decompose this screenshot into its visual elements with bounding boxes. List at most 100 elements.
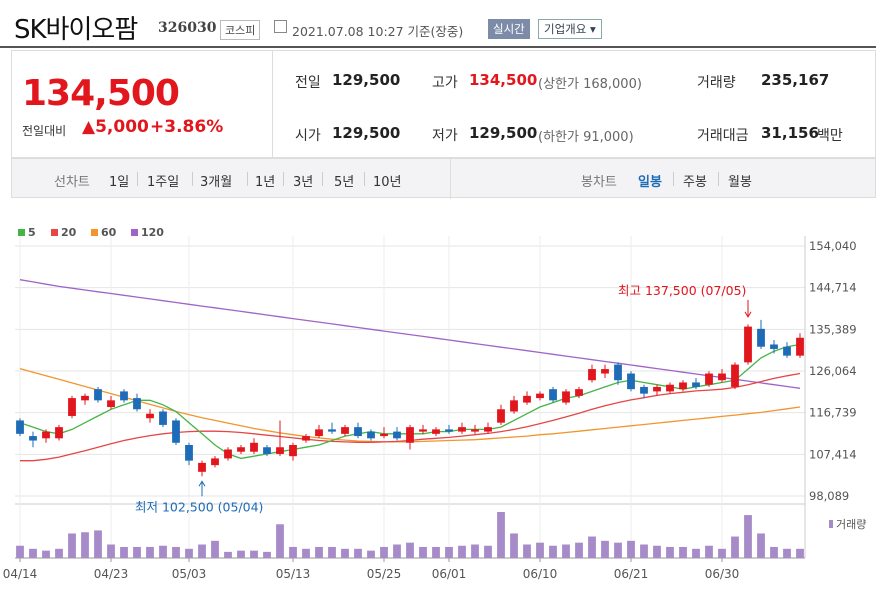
line-chart-label: 선차트 — [54, 175, 90, 190]
candle-body — [120, 391, 128, 401]
volume-bar — [185, 548, 193, 558]
volume-bar — [627, 540, 635, 558]
candle-body — [224, 449, 232, 459]
candle-body — [744, 326, 752, 363]
candle-body — [107, 400, 115, 408]
candle-body — [445, 429, 453, 432]
period-10y[interactable]: 10년 — [373, 175, 402, 190]
volume-bar — [276, 524, 284, 558]
volume-bar — [484, 545, 492, 558]
candle-body — [770, 344, 778, 349]
low-arrowhead — [198, 480, 206, 487]
volume-bar — [523, 544, 531, 558]
volume-bar — [328, 546, 336, 558]
legend-label-20: 20 — [61, 226, 77, 239]
change-percent: +3.86% — [150, 117, 224, 137]
period-1y[interactable]: 1년 — [255, 175, 276, 190]
candle-body — [328, 429, 336, 432]
stock-header: SK바이오팜 326030 코스피 2021.07.08 10:27 기준(장중… — [0, 0, 876, 48]
quote-panel: 134,500 전일대비 ▲5,000 +3.86% 전일 129,500 시가… — [11, 50, 876, 159]
volume-bar — [107, 544, 115, 558]
candle-body — [575, 389, 583, 396]
candle-body — [757, 328, 765, 347]
candle-body — [484, 427, 492, 432]
candle-body — [94, 389, 102, 401]
company-overview-dropdown[interactable]: 기업개요 ▾ — [538, 19, 602, 39]
candle-body — [796, 337, 804, 356]
candle-body — [718, 373, 726, 381]
candle-body — [692, 382, 700, 387]
candle-body — [29, 436, 37, 441]
candle-body — [289, 445, 297, 457]
period-3m[interactable]: 3개월 — [200, 175, 233, 190]
open-value: 129,500 — [332, 124, 401, 142]
calendar-icon — [274, 20, 287, 33]
x-tick-label: 06/01 — [432, 567, 467, 581]
volume-bar — [367, 550, 375, 558]
legend-label-60: 60 — [101, 226, 117, 239]
period-5y[interactable]: 5년 — [334, 175, 355, 190]
candle-weekly[interactable]: 주봉 — [683, 175, 707, 190]
period-1w[interactable]: 1주일 — [147, 175, 180, 190]
candle-body — [679, 382, 687, 390]
volume-bar — [575, 542, 583, 558]
high-arrowhead — [744, 311, 752, 318]
volume-bar — [796, 548, 804, 558]
volume-bar — [562, 544, 570, 558]
candle-body — [640, 386, 648, 394]
candle-body — [172, 420, 180, 443]
realtime-button[interactable]: 실시간 — [488, 19, 530, 39]
volume-bar — [705, 545, 713, 558]
high-label: 고가 — [432, 75, 458, 91]
volume-legend-label: 거래량 — [836, 518, 866, 531]
candle-body — [198, 462, 206, 472]
candle-body — [666, 384, 674, 392]
volume-bar — [302, 548, 310, 558]
volume-bar — [731, 536, 739, 558]
volume-bar — [770, 546, 778, 558]
candle-daily[interactable]: 일봉 — [638, 175, 662, 190]
volume-bar — [341, 548, 349, 558]
x-tick-label: 04/23 — [94, 567, 129, 581]
candle-body — [614, 364, 622, 381]
volume-bar — [42, 550, 50, 558]
timestamp: 2021.07.08 10:27 기준(장중) — [292, 24, 464, 39]
volume-bar — [601, 540, 609, 558]
stock-name: SK바이오팜 — [14, 15, 138, 45]
legend-swatch-60 — [91, 229, 98, 236]
volume-bar — [393, 544, 401, 558]
candle-body — [159, 411, 167, 425]
period-3y[interactable]: 3년 — [293, 175, 314, 190]
ma120-line — [19, 279, 801, 389]
candle-body — [783, 346, 791, 356]
candle-monthly[interactable]: 월봉 — [728, 175, 752, 190]
y-tick-label: 135,389 — [809, 322, 857, 336]
volume-bar — [133, 546, 141, 558]
legend-swatch-5 — [18, 229, 25, 236]
volume-bar — [172, 546, 180, 558]
candle-body — [536, 393, 544, 399]
volume-bar — [679, 546, 687, 558]
volume-label: 거래량 — [697, 75, 736, 91]
candle-body — [185, 445, 193, 461]
candle-body — [81, 395, 89, 401]
price-chart: 5 20 60 120 154,040 144,714 135,389 126,064 116… — [3, 226, 867, 581]
legend-label-5: 5 — [28, 226, 36, 239]
lower-limit: (하한가 91,000) — [538, 130, 634, 145]
volume-bar — [120, 546, 128, 558]
candle-body — [601, 369, 609, 374]
period-1d[interactable]: 1일 — [109, 175, 130, 190]
candle-body — [367, 431, 375, 439]
candle-body — [627, 373, 635, 390]
volume-bar — [458, 545, 466, 558]
y-tick-label: 144,714 — [809, 281, 857, 295]
volume-bar — [354, 548, 362, 558]
legend-swatch-20 — [51, 229, 58, 236]
low-value: 129,500 — [469, 124, 538, 142]
volume-bar — [718, 548, 726, 558]
volume-bar — [68, 533, 76, 558]
volume-legend-swatch — [829, 520, 833, 528]
candle-body — [549, 389, 557, 401]
market-badge: 코스피 — [220, 20, 261, 40]
candle-body — [458, 427, 466, 432]
